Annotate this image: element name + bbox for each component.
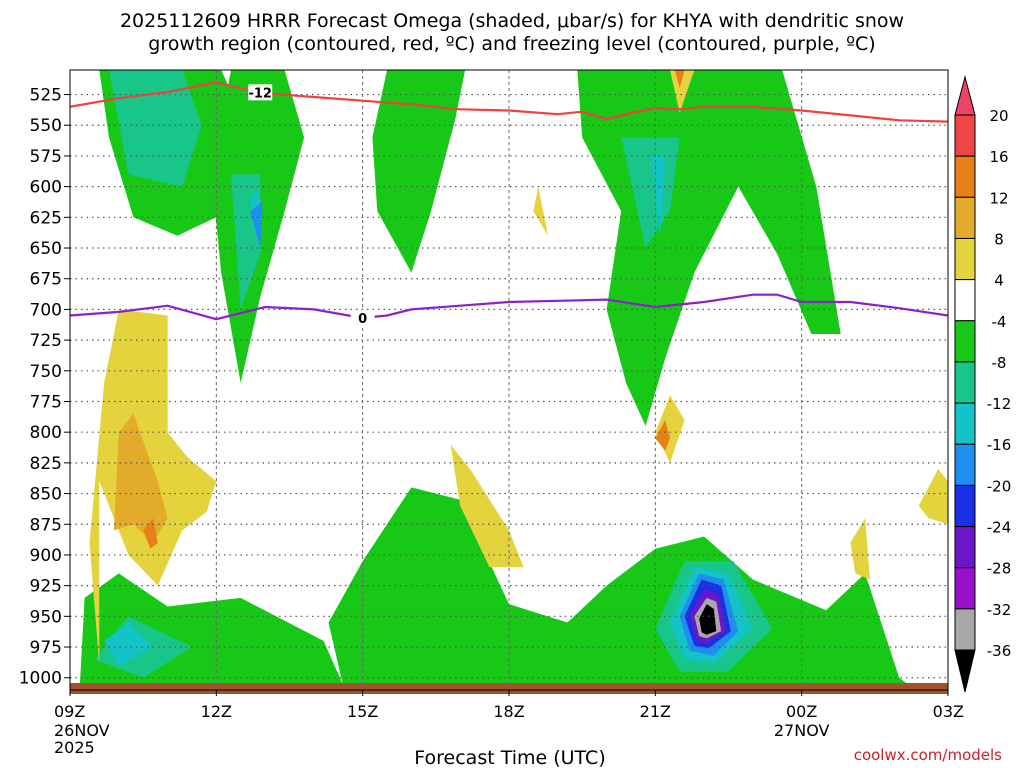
omega-region-30 bbox=[655, 419, 670, 451]
omega-shading bbox=[79, 70, 948, 687]
contour-label-0: -12 bbox=[248, 86, 272, 101]
colorbar-swatch-6 bbox=[954, 361, 976, 404]
colorbar-label-6: -8 bbox=[992, 354, 1007, 372]
colorbar-label-9: -20 bbox=[987, 477, 1012, 495]
colorbar-swatch-8 bbox=[954, 443, 976, 486]
omega-region-28 bbox=[113, 413, 168, 543]
x-tick-sublabel-09Z-1: 2025 bbox=[54, 738, 95, 757]
y-tick-label-750: 750 bbox=[30, 362, 62, 382]
colorbar-label-7: -12 bbox=[987, 395, 1012, 413]
omega-region-23 bbox=[450, 444, 524, 568]
colorbar: 20 16 12 8 4 -4 -8 -12 -16 -20 -24 -28 -32 -36 bbox=[954, 75, 1012, 693]
colorbar-top-arrow bbox=[954, 75, 976, 116]
colorbar-swatch-1 bbox=[954, 155, 976, 198]
omega-region-2 bbox=[372, 70, 466, 273]
colorbar-swatch-9 bbox=[954, 484, 976, 528]
omega-region-26 bbox=[850, 518, 870, 580]
colorbar-label-5: -4 bbox=[992, 313, 1007, 331]
x-tick-sublabel-09Z-0: 26NOV bbox=[54, 721, 110, 740]
omega-region-31 bbox=[674, 70, 685, 89]
omega-region-20 bbox=[699, 604, 717, 635]
y-tick-label-975: 975 bbox=[30, 638, 62, 658]
y-tick-label-550: 550 bbox=[30, 116, 62, 136]
y-tick-label-525: 525 bbox=[30, 86, 62, 106]
omega-region-15 bbox=[250, 201, 263, 248]
y-tick-label-575: 575 bbox=[30, 147, 62, 167]
y-tick-label-675: 675 bbox=[30, 270, 62, 290]
contour-label-1: 0 bbox=[358, 312, 367, 327]
colorbar-label-10: -24 bbox=[987, 519, 1012, 537]
x-axis-label: Forecast Time (UTC) bbox=[414, 747, 605, 768]
colorbar-bottom-arrow bbox=[954, 649, 976, 693]
credit-link[interactable]: coolwx.com/models bbox=[853, 746, 1002, 764]
colorbar-label-8: -16 bbox=[987, 436, 1012, 454]
chart-title-line-2: growth region (contoured, red, ºC) and f… bbox=[148, 33, 876, 55]
y-tick-label-950: 950 bbox=[30, 607, 62, 627]
colorbar-label-1: 16 bbox=[989, 148, 1008, 166]
colorbar-label-2: 12 bbox=[989, 189, 1008, 207]
omega-region-27 bbox=[918, 469, 948, 525]
omega-region-24 bbox=[533, 186, 548, 236]
colorbar-swatch-7 bbox=[954, 402, 976, 445]
x-tick-label-00Z: 00Z bbox=[786, 702, 817, 721]
y-tick-label-650: 650 bbox=[30, 239, 62, 259]
y-tick-label-800: 800 bbox=[30, 423, 62, 443]
omega-region-8 bbox=[621, 137, 680, 248]
x-tick-label-09Z: 09Z bbox=[54, 702, 85, 721]
colorbar-swatch-10 bbox=[954, 526, 976, 569]
y-tick-label-725: 725 bbox=[30, 331, 62, 351]
colorbar-swatch-5 bbox=[954, 320, 976, 363]
omega-region-6 bbox=[109, 70, 202, 187]
chart-title-line-1: 2025112609 HRRR Forecast Omega (shaded, … bbox=[119, 10, 905, 32]
contour-line-1 bbox=[70, 293, 948, 321]
y-tick-label-1000: 1000 bbox=[19, 669, 62, 689]
colorbar-label-12: -32 bbox=[987, 601, 1012, 619]
y-axis: 525 550 575 600 625 650 675 700 725 750 775 800 825 8… bbox=[19, 86, 70, 689]
y-tick-label-700: 700 bbox=[30, 300, 62, 320]
y-tick-label-625: 625 bbox=[30, 208, 62, 228]
x-tick-label-12Z: 12Z bbox=[201, 702, 232, 721]
colorbar-label-11: -28 bbox=[987, 560, 1012, 578]
grid-lines bbox=[70, 70, 948, 690]
colorbar-swatch-4 bbox=[954, 279, 976, 322]
x-tick-label-15Z: 15Z bbox=[347, 702, 378, 721]
colorbar-label-0: 20 bbox=[989, 107, 1008, 125]
x-tick-label-18Z: 18Z bbox=[493, 702, 524, 721]
y-tick-label-925: 925 bbox=[30, 577, 62, 597]
contour-line-0 bbox=[70, 81, 948, 123]
x-tick-sublabel-00Z-0: 27NOV bbox=[774, 721, 830, 740]
colorbar-swatch-3 bbox=[954, 237, 976, 281]
y-tick-label-850: 850 bbox=[30, 485, 62, 505]
y-tick-label-875: 875 bbox=[30, 515, 62, 535]
x-tick-label-03Z: 03Z bbox=[933, 702, 964, 721]
omega-region-29 bbox=[143, 518, 158, 549]
colorbar-label-4: 4 bbox=[994, 272, 1004, 290]
temperature-contours: -12 0 bbox=[70, 81, 948, 327]
colorbar-label-3: 8 bbox=[994, 230, 1004, 248]
contour-label-bg-0 bbox=[248, 84, 273, 101]
y-tick-label-600: 600 bbox=[30, 178, 62, 198]
contour-label-bg-1 bbox=[350, 310, 375, 326]
y-tick-label-825: 825 bbox=[30, 454, 62, 474]
colorbar-swatch-11 bbox=[954, 567, 976, 610]
omega-region-13 bbox=[104, 622, 153, 666]
y-tick-label-900: 900 bbox=[30, 546, 62, 566]
colorbar-swatch-0 bbox=[954, 114, 976, 157]
omega-region-12 bbox=[650, 155, 666, 236]
y-tick-label-775: 775 bbox=[30, 392, 62, 412]
omega-region-25 bbox=[670, 70, 695, 113]
colorbar-label-13: -36 bbox=[987, 642, 1012, 660]
colorbar-swatch-2 bbox=[954, 196, 976, 239]
x-tick-label-21Z: 21Z bbox=[640, 702, 671, 721]
colorbar-swatch-12 bbox=[954, 608, 976, 651]
